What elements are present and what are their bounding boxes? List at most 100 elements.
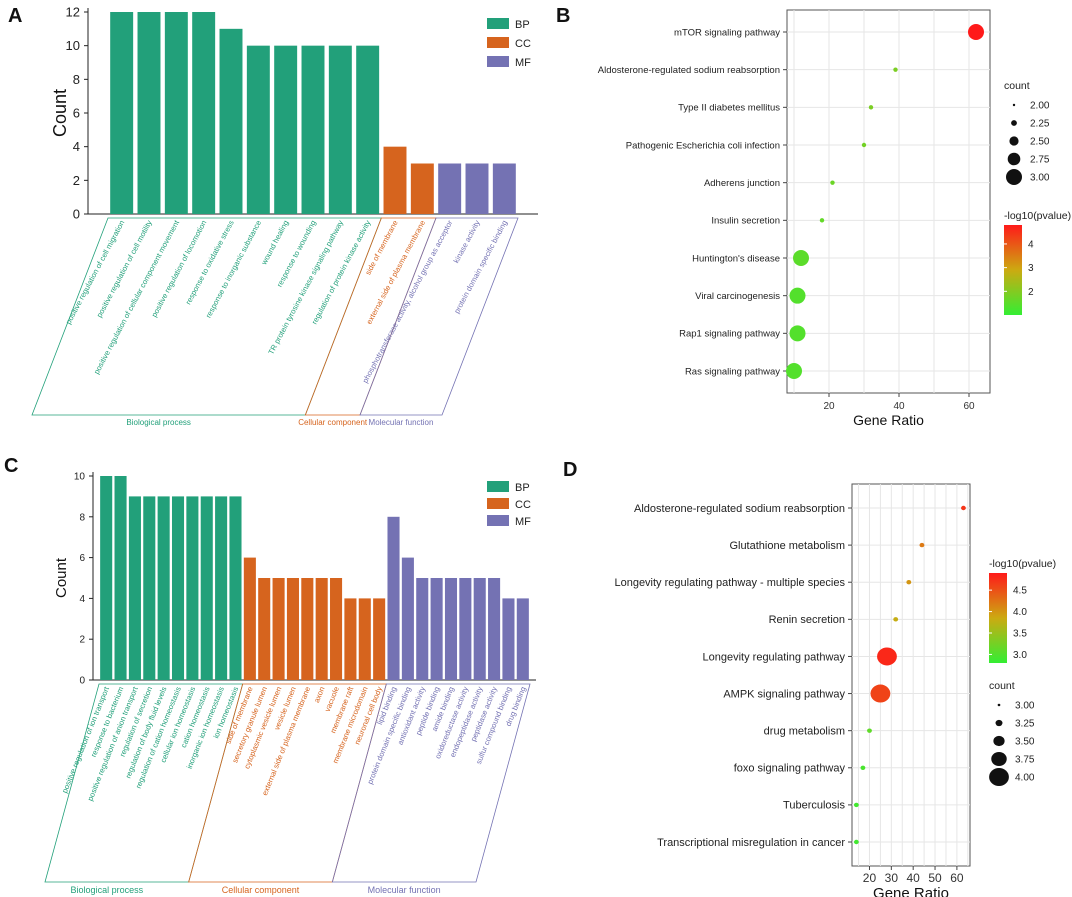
size-legend-label: 2.25 — [1030, 119, 1050, 130]
bar — [444, 578, 458, 680]
data-point — [853, 802, 859, 808]
size-legend-label: 3.00 — [1030, 173, 1050, 184]
term-label: Tuberculosis — [783, 800, 845, 812]
x-tick-label: 60 — [963, 401, 975, 412]
y-tick-label: 0 — [73, 207, 80, 222]
y-tick-label: 12 — [66, 5, 80, 20]
color-tick-label: 3.0 — [1013, 650, 1027, 661]
bar — [215, 496, 228, 680]
legend-swatch — [487, 56, 509, 67]
x-tick-label: 20 — [823, 401, 835, 412]
plot-panel-border — [786, 9, 991, 394]
bar — [246, 45, 270, 214]
color-tick-label: 4 — [1028, 239, 1034, 250]
data-point — [819, 218, 825, 223]
x-axis-title: Gene Ratio — [873, 885, 949, 897]
data-point — [860, 765, 866, 770]
size-legend-title: count — [1004, 80, 1030, 92]
legend-label: MF — [515, 516, 531, 528]
size-legend-dot — [995, 719, 1003, 727]
term-label: Glutathione metabolism — [729, 540, 845, 552]
plot-panel-border — [851, 483, 971, 867]
data-point — [870, 684, 891, 703]
size-legend-label: 4.00 — [1015, 773, 1035, 784]
bar — [164, 12, 188, 214]
term-label: Aldosterone-regulated sodium reabsorptio… — [634, 503, 845, 515]
term-label: Rap1 signaling pathway — [679, 329, 780, 340]
x-tick-label: 30 — [885, 871, 899, 885]
size-legend-dot — [1009, 136, 1019, 146]
y-tick-label: 8 — [73, 72, 80, 87]
legend-swatch — [487, 37, 509, 48]
legend-label: CC — [515, 38, 531, 50]
category-group-label: Molecular function — [369, 418, 434, 427]
bar — [272, 578, 285, 680]
data-point — [893, 67, 898, 72]
data-point — [861, 142, 867, 148]
data-point — [786, 363, 802, 379]
category-group-label: Cellular component — [298, 418, 368, 427]
panel-label: C — [4, 455, 18, 477]
bar — [401, 557, 414, 680]
panel-label: D — [563, 459, 577, 481]
y-tick-label: 2 — [79, 635, 85, 646]
legend-label: BP — [515, 19, 530, 31]
bar — [229, 496, 242, 680]
bar — [373, 598, 386, 680]
y-tick-label: 8 — [79, 512, 85, 523]
bar — [502, 598, 515, 680]
size-legend-label: 3.50 — [1015, 737, 1035, 748]
bar — [243, 557, 256, 680]
bar — [387, 516, 400, 680]
bar — [488, 578, 501, 680]
x-tick-label: 60 — [950, 871, 964, 885]
data-point — [906, 580, 912, 585]
y-tick-label: 10 — [66, 38, 80, 53]
term-label: Longevity regulating pathway - multiple … — [614, 577, 845, 589]
legend-swatch — [487, 18, 509, 29]
y-tick-label: 4 — [73, 139, 80, 154]
data-point — [919, 542, 925, 548]
size-legend-label: 3.00 — [1015, 701, 1035, 712]
x-category-label: response to oxidative stress — [184, 219, 236, 307]
bar — [330, 578, 343, 680]
term-label: Insulin secretion — [711, 216, 780, 227]
panel-d-dot-plot: D Aldosterone-regulated sodium reabsorpti… — [563, 459, 1056, 897]
y-axis-title: Count — [50, 89, 70, 137]
color-scale-bar — [989, 573, 1007, 663]
term-label: foxo signaling pathway — [734, 763, 846, 775]
color-legend-title: -log10(pvalue) — [1004, 210, 1071, 222]
bar — [315, 578, 328, 680]
legend-label: CC — [515, 499, 531, 511]
size-legend-dot — [1006, 169, 1022, 185]
legend-swatch — [487, 498, 509, 509]
data-point — [789, 287, 806, 304]
category-bracket — [331, 683, 531, 883]
y-tick-label: 4 — [79, 594, 85, 605]
bar — [274, 45, 298, 214]
bar — [516, 598, 529, 680]
x-category-label: wound healing — [259, 219, 290, 267]
bar — [186, 496, 199, 680]
y-axis-title: Count — [53, 557, 70, 598]
y-tick-label: 6 — [79, 553, 85, 564]
x-tick-label: 40 — [893, 401, 905, 412]
term-label: Transcriptional misregulation in cancer — [657, 837, 845, 849]
size-legend-dot — [1012, 103, 1016, 107]
term-label: Type II diabetes mellitus — [678, 103, 780, 114]
size-legend-dot — [1007, 152, 1021, 166]
category-group-label: Molecular function — [368, 885, 441, 895]
size-legend-label: 3.25 — [1015, 719, 1035, 730]
x-tick-label: 20 — [863, 871, 877, 885]
data-point — [893, 617, 899, 622]
term-label: Aldosterone-regulated sodium reabsorptio… — [598, 65, 780, 76]
size-legend-label: 3.75 — [1015, 755, 1035, 766]
term-label: drug metabolism — [764, 726, 845, 738]
category-bracket — [359, 217, 519, 416]
bar — [473, 578, 486, 680]
color-tick-label: 4.0 — [1013, 607, 1027, 618]
x-category-label: positive regulation of locomotion — [150, 219, 209, 319]
